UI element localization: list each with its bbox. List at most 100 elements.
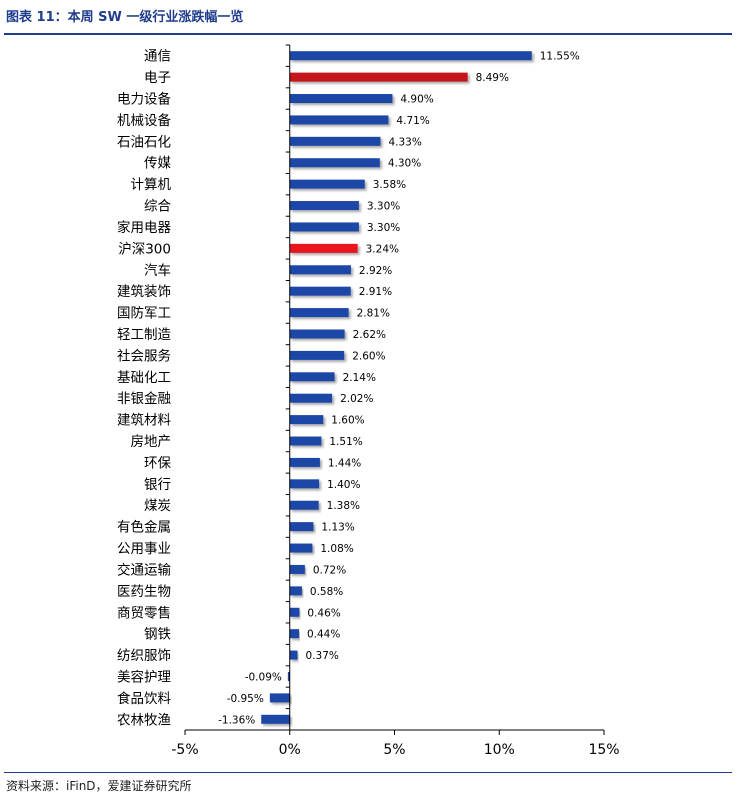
bar-21 (289, 479, 320, 489)
bar-23 (289, 522, 314, 532)
value-label: 2.91% (359, 286, 392, 298)
bar-24 (289, 543, 313, 553)
category-label: 医药生物 (117, 584, 171, 600)
x-tick-label: 10% (484, 742, 515, 758)
value-label: 1.40% (327, 479, 360, 491)
category-label: 通信 (144, 49, 171, 65)
x-tick-label: -5% (171, 742, 198, 758)
value-label: 2.02% (340, 393, 373, 405)
value-label: 3.30% (367, 201, 400, 213)
bar-11 (289, 265, 351, 275)
bar-30 (287, 671, 290, 681)
category-label: 农林牧渔 (117, 712, 171, 728)
bar-22 (289, 500, 319, 510)
category-label: 建筑装饰 (117, 284, 171, 300)
bar-1 (289, 51, 532, 61)
bar-28 (289, 629, 299, 639)
bar-7 (289, 179, 365, 189)
bar-2 (289, 72, 468, 82)
value-label: 4.71% (396, 115, 429, 127)
value-label: 1.13% (321, 522, 354, 534)
bar-19 (289, 436, 322, 446)
value-label: 3.30% (367, 222, 400, 234)
bar-10 (289, 243, 358, 253)
category-label: 建筑材料 (117, 413, 171, 429)
title-rule (4, 33, 732, 35)
bar-25 (289, 564, 305, 574)
value-label: 1.60% (331, 415, 364, 427)
category-label: 社会服务 (117, 348, 171, 364)
category-label: 综合 (144, 199, 171, 215)
value-label: 2.60% (352, 350, 385, 362)
bar-12 (289, 286, 351, 296)
value-label: 3.58% (373, 179, 406, 191)
category-label: 国防军工 (117, 306, 171, 322)
bar-32 (261, 714, 290, 724)
source-note: 资料来源：iFinD，爱建证券研究所 (6, 779, 192, 793)
category-label: 石油石化 (117, 134, 171, 150)
source-rule (4, 772, 732, 773)
bar-18 (289, 415, 324, 425)
category-label: 钢铁 (144, 627, 171, 643)
value-label: 8.49% (476, 72, 509, 84)
bar-14 (289, 329, 345, 339)
bar-17 (289, 393, 333, 403)
value-label: 11.55% (540, 51, 580, 63)
bar-13 (289, 308, 349, 318)
category-label: 环保 (144, 455, 171, 471)
x-tick-label: 15% (588, 742, 619, 758)
value-label: 4.30% (388, 158, 421, 170)
bar-31 (269, 693, 290, 703)
axis-layer: 通信 11.55% 电子 8.49% 电力设备 4.90% 机械设备 4.71% 石油石化 4.3… (117, 44, 620, 758)
category-label: 计算机 (131, 177, 172, 193)
value-label: 1.44% (328, 457, 361, 469)
bar-27 (289, 607, 300, 617)
category-label: 家用电器 (117, 219, 171, 236)
bar-4 (289, 115, 389, 125)
category-label: 机械设备 (117, 112, 171, 129)
category-label: 纺织服饰 (117, 648, 171, 664)
category-label: 非银金融 (117, 391, 171, 407)
value-label: 1.08% (320, 543, 353, 555)
value-label: -0.09% (245, 671, 282, 683)
category-label: 轻工制造 (117, 327, 171, 343)
value-label: 0.46% (307, 607, 340, 619)
x-tick-label: 5% (383, 742, 405, 758)
value-label: -0.95% (227, 693, 264, 705)
category-label: 银行 (144, 477, 171, 493)
bar-20 (289, 457, 320, 467)
value-label: 0.44% (307, 629, 340, 641)
x-tick-label: 0% (279, 742, 301, 758)
value-label: 2.62% (353, 329, 386, 341)
bar-3 (289, 94, 393, 104)
bar-5 (289, 136, 381, 146)
category-label: 交通运输 (117, 561, 171, 578)
bar-15 (289, 350, 345, 360)
category-label: 电子 (144, 70, 171, 86)
bar-8 (289, 201, 359, 211)
value-label: 0.37% (306, 650, 339, 662)
category-label: 美容护理 (117, 668, 171, 685)
value-label: 1.38% (327, 500, 360, 512)
category-label: 电力设备 (117, 91, 171, 108)
value-label: 4.33% (388, 136, 421, 148)
value-label: 4.90% (400, 94, 433, 106)
category-label: 基础化工 (117, 369, 171, 386)
value-label: 2.81% (357, 308, 390, 320)
category-label: 商贸零售 (117, 605, 171, 621)
category-label: 有色金属 (117, 519, 171, 536)
value-label: 2.14% (343, 372, 376, 384)
value-label: 0.72% (313, 564, 346, 576)
bar-6 (289, 158, 380, 168)
category-label: 煤炭 (144, 498, 171, 514)
bar-9 (289, 222, 359, 232)
bar-29 (289, 650, 298, 660)
category-label: 沪深300 (118, 241, 171, 257)
bars-layer (261, 51, 532, 724)
value-label: 1.51% (329, 436, 362, 448)
bar-26 (289, 586, 302, 596)
value-label: 3.24% (366, 243, 399, 255)
category-label: 汽车 (144, 262, 171, 279)
category-label: 传媒 (144, 156, 171, 172)
